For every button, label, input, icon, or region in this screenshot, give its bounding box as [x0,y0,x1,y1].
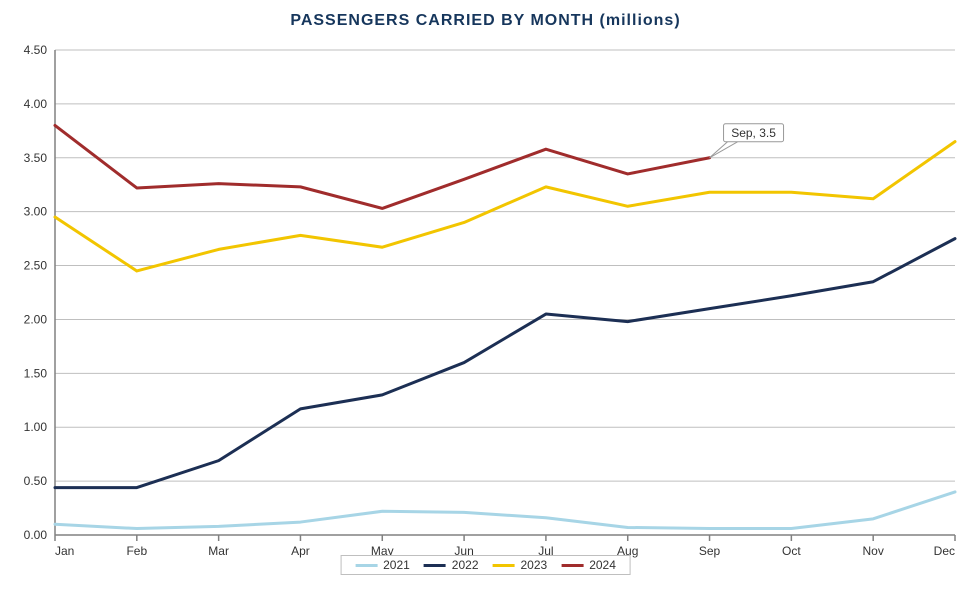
y-axis-label: 1.00 [24,420,48,434]
y-axis-label: 4.00 [24,97,48,111]
callout-leader [710,142,728,158]
y-axis-label: 3.50 [24,151,48,165]
series-2024 [55,125,710,208]
callout-label: Sep, 3.5 [731,126,776,140]
legend-swatch [424,564,446,567]
series-2021 [55,492,955,529]
x-axis-label: Jan [55,544,74,558]
y-axis-label: 2.00 [24,312,48,326]
x-axis-label: Apr [291,544,310,558]
y-axis-label: 0.50 [24,474,48,488]
legend-label: 2021 [383,558,410,572]
y-axis-label: 4.50 [24,43,48,57]
chart-svg: 0.00 0.50 1.00 1.50 2.00 2.50 3.00 3.50 4.00 4.50… [0,0,971,592]
x-axis-label: Sep [699,544,721,558]
series-2023 [55,142,955,271]
y-axis-label: 0.00 [24,528,48,542]
legend-swatch [561,564,583,567]
series-2022 [55,239,955,488]
legend: 2021 2022 2023 2024 [340,555,631,575]
legend-swatch [493,564,515,567]
legend-item-2022: 2022 [424,558,479,572]
x-axis-label: Feb [126,544,147,558]
legend-swatch [355,564,377,567]
x-axis-label: Nov [863,544,884,558]
legend-label: 2022 [452,558,479,572]
y-axis-label: 2.50 [24,259,48,273]
callout-leader [710,142,738,158]
y-axis-label: 3.00 [24,205,48,219]
legend-item-2023: 2023 [493,558,548,572]
legend-item-2021: 2021 [355,558,410,572]
x-axis-label: Oct [782,544,801,558]
legend-label: 2023 [521,558,548,572]
legend-label: 2024 [589,558,616,572]
legend-item-2024: 2024 [561,558,616,572]
x-axis-label: Dec [934,544,955,558]
x-axis-label: Mar [208,544,229,558]
chart-container: PASSENGERS CARRIED BY MONTH (millions) 0… [0,0,971,592]
y-axis-label: 1.50 [24,366,48,380]
